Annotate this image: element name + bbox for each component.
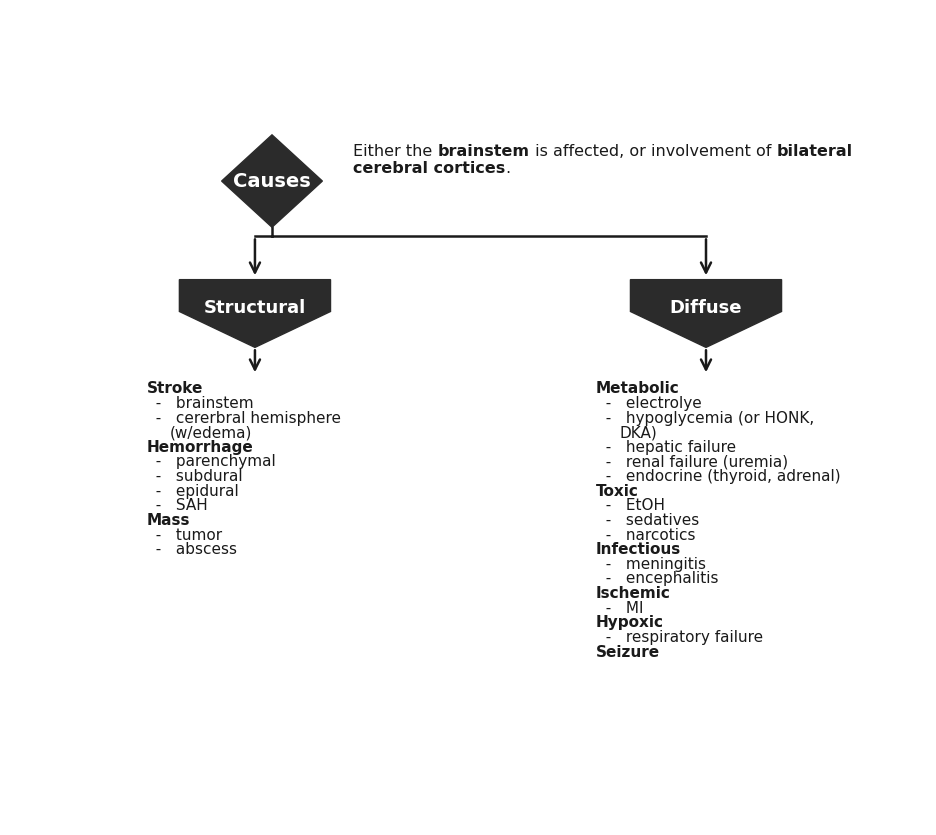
Text: -   EtOH: - EtOH (596, 498, 665, 514)
Text: -   encephalitis: - encephalitis (596, 571, 719, 586)
Text: Toxic: Toxic (596, 483, 639, 498)
Text: -   endocrine (thyroid, adrenal): - endocrine (thyroid, adrenal) (596, 469, 841, 484)
Text: Hemorrhage: Hemorrhage (146, 440, 254, 455)
Text: Causes: Causes (233, 171, 311, 190)
Polygon shape (222, 134, 322, 227)
Text: -   subdural: - subdural (146, 469, 243, 484)
Text: -   meningitis: - meningitis (596, 557, 706, 572)
Text: -   parenchymal: - parenchymal (146, 454, 276, 469)
Text: Ischemic: Ischemic (596, 586, 671, 601)
Polygon shape (631, 280, 782, 347)
Text: bilateral: bilateral (776, 144, 853, 159)
Text: -   abscess: - abscess (146, 542, 238, 557)
Text: .: . (505, 161, 511, 176)
Text: -   epidural: - epidural (146, 483, 240, 498)
Text: -   MI: - MI (596, 600, 643, 615)
Text: -   sedatives: - sedatives (596, 513, 699, 528)
Text: -   renal failure (uremia): - renal failure (uremia) (596, 454, 788, 469)
Text: -   electrolye: - electrolye (596, 396, 702, 411)
Text: cerebral cortices: cerebral cortices (354, 161, 505, 176)
Text: Diffuse: Diffuse (670, 299, 742, 317)
Text: is affected, or involvement of: is affected, or involvement of (530, 144, 776, 159)
Text: brainstem: brainstem (438, 144, 530, 159)
Text: Hypoxic: Hypoxic (596, 615, 664, 630)
Text: -   respiratory failure: - respiratory failure (596, 630, 763, 645)
Text: -   narcotics: - narcotics (596, 528, 695, 543)
Text: (w/edema): (w/edema) (169, 425, 252, 440)
Text: -   brainstem: - brainstem (146, 396, 254, 411)
Text: Mass: Mass (146, 513, 190, 528)
Text: -   hepatic failure: - hepatic failure (596, 440, 736, 455)
Text: Metabolic: Metabolic (596, 382, 680, 397)
Text: Structural: Structural (204, 299, 306, 317)
Text: Seizure: Seizure (596, 645, 660, 660)
Text: -   SAH: - SAH (146, 498, 208, 514)
Polygon shape (180, 280, 330, 347)
Text: -   cererbral hemisphere: - cererbral hemisphere (146, 411, 342, 426)
Text: -   tumor: - tumor (146, 528, 223, 543)
Text: Infectious: Infectious (596, 542, 681, 557)
Text: Stroke: Stroke (146, 382, 203, 397)
Text: -   hypoglycemia (or HONK,: - hypoglycemia (or HONK, (596, 411, 814, 426)
Text: DKA): DKA) (620, 425, 657, 440)
Text: Either the: Either the (354, 144, 438, 159)
